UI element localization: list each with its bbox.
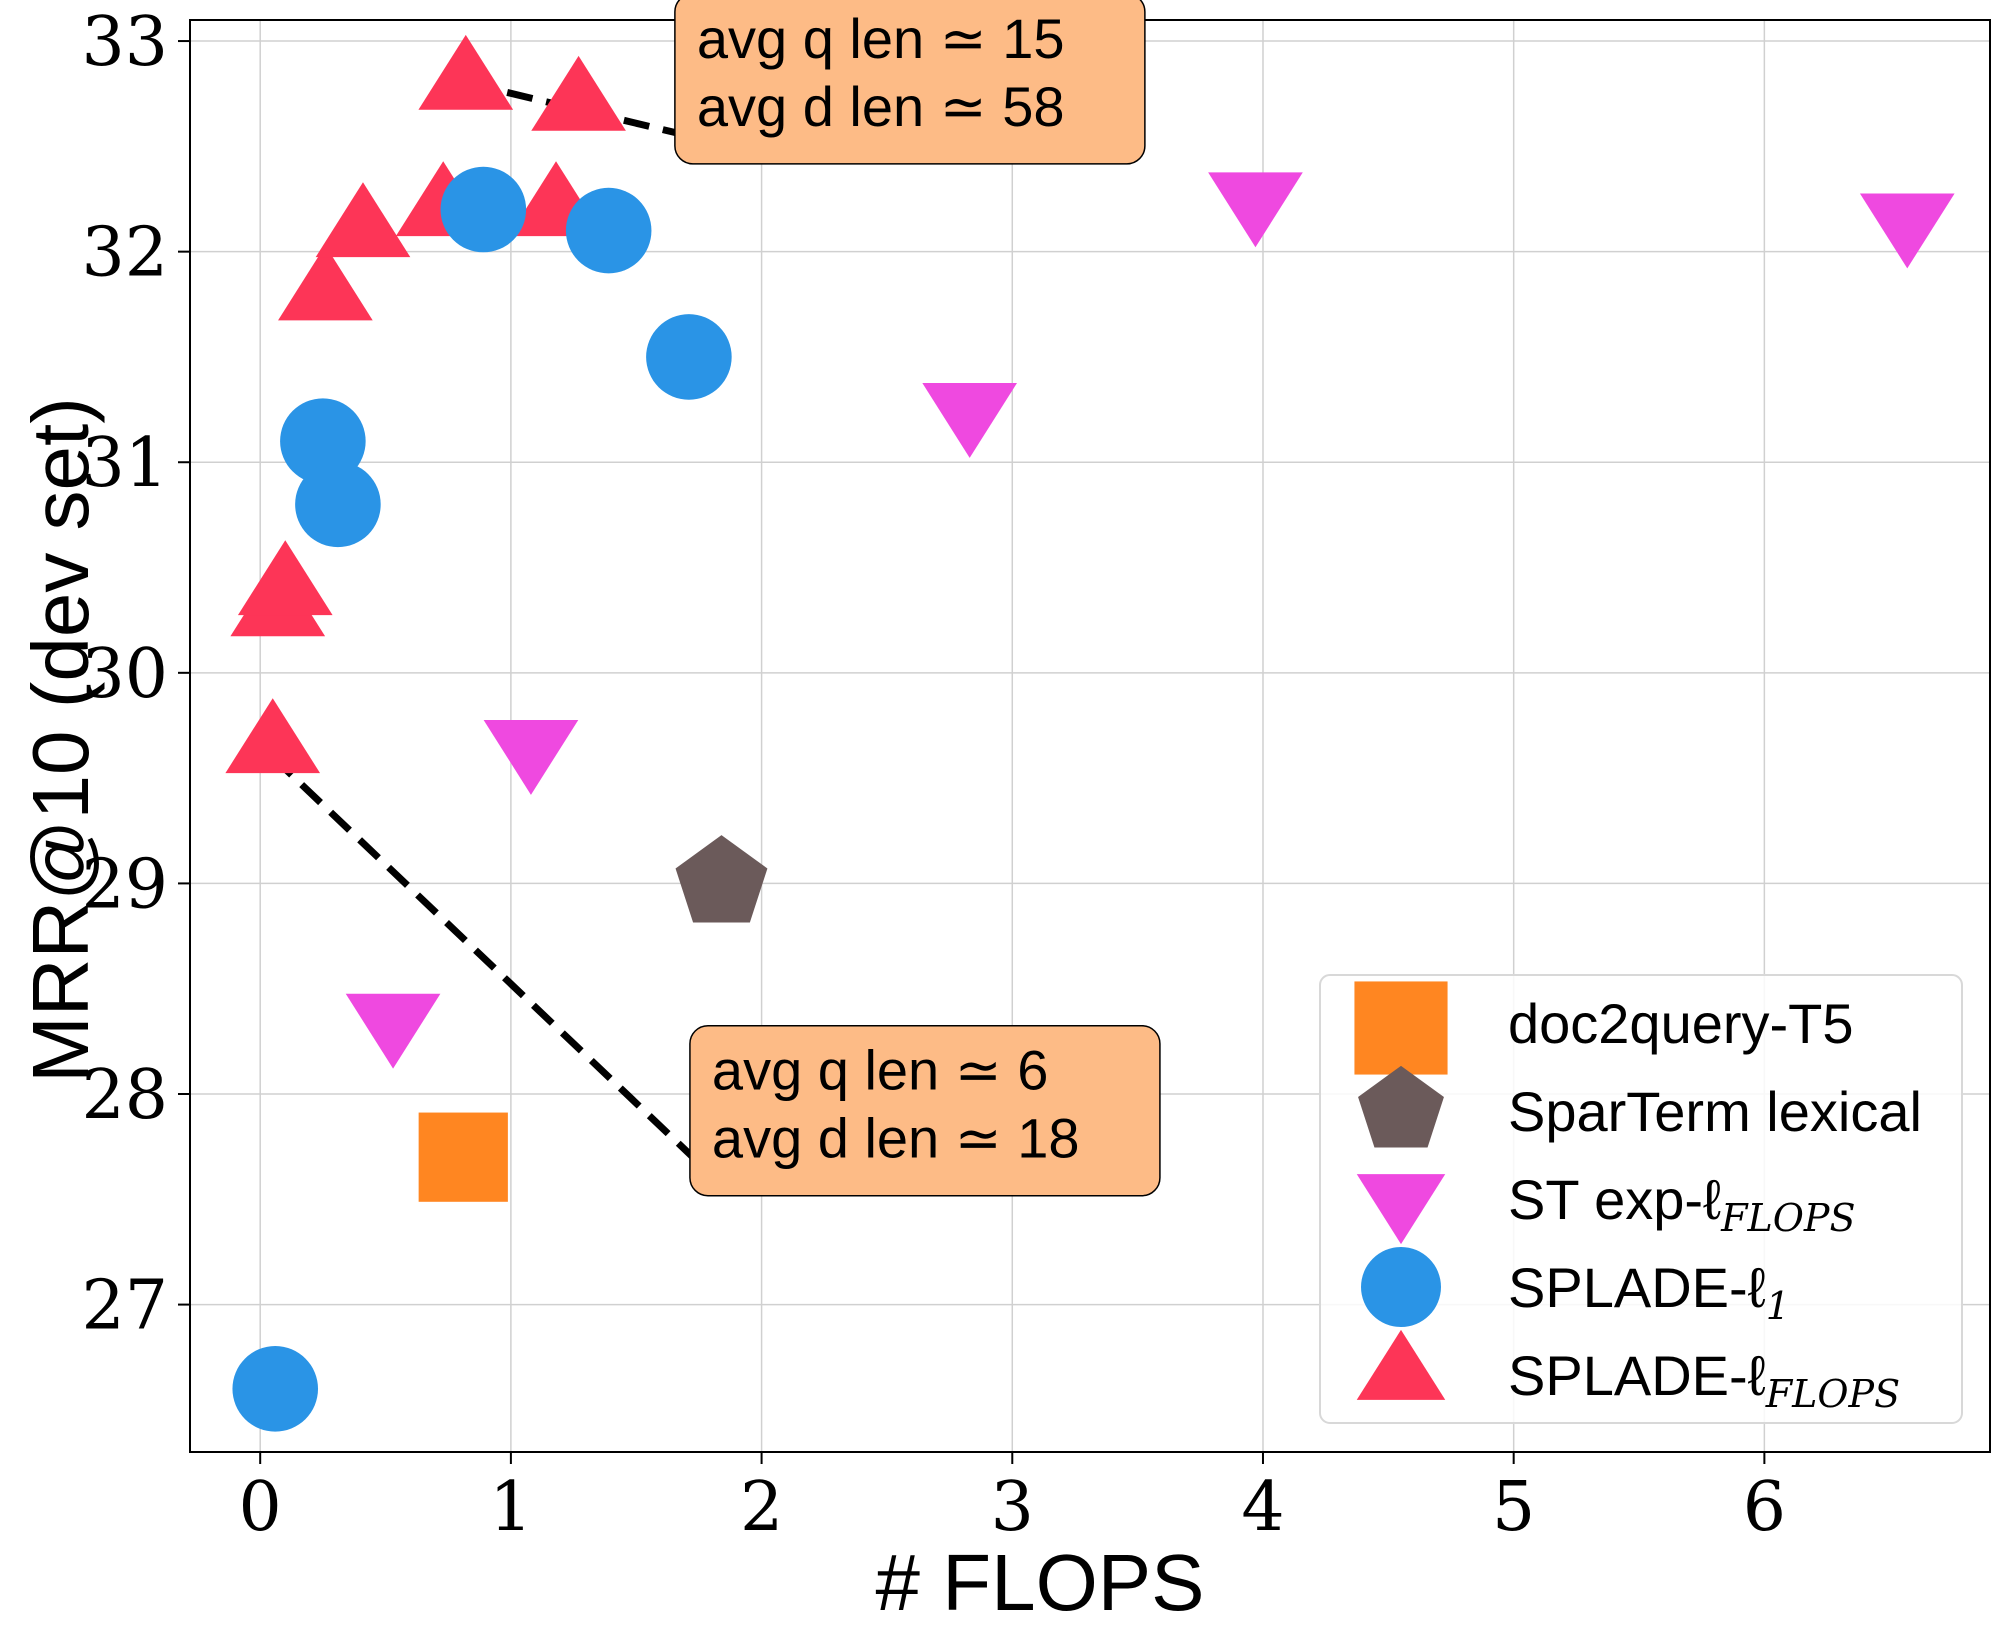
legend-label: SPLADE-ℓ1 xyxy=(1508,1256,1790,1328)
annotation-text-line: avg d len ≃ 58 xyxy=(697,75,1065,138)
x-tick-label: 6 xyxy=(1743,1468,1786,1547)
y-tick-label: 30 xyxy=(81,635,168,714)
series-triangle-up xyxy=(225,34,626,774)
data-points xyxy=(225,34,1955,1432)
legend-triangle-down-icon xyxy=(1356,1174,1446,1245)
legend-label: SparTerm lexical xyxy=(1508,1080,1922,1143)
triangle-down-point xyxy=(922,383,1017,458)
y-tick-label: 33 xyxy=(81,3,168,82)
circle-point xyxy=(295,461,381,548)
legend-label: SPLADE-ℓFLOPS xyxy=(1508,1344,1900,1416)
y-axis-ticks: 27 28 29 30 31 32 33 xyxy=(81,3,190,1346)
triangle-up-point xyxy=(237,540,333,616)
annotation-box-bg xyxy=(674,0,1146,165)
y-tick-label: 32 xyxy=(81,214,168,293)
series-square xyxy=(418,1112,508,1202)
circle-point xyxy=(440,166,527,253)
legend-triangle-up-icon xyxy=(1356,1329,1446,1400)
triangle-down-point xyxy=(1859,193,1955,269)
y-tick-label: 31 xyxy=(81,424,168,503)
y-axis-label: MRR@10 (dev set) xyxy=(16,397,105,1083)
x-tick-label: 3 xyxy=(991,1468,1034,1547)
series-triangle-down xyxy=(345,172,1955,1069)
legend-label: doc2query-T5 xyxy=(1508,992,1854,1055)
x-axis-label: # FLOPS xyxy=(875,1538,1204,1627)
annotation-text-line: avg q len ≃ 6 xyxy=(712,1039,1048,1102)
triangle-down-point xyxy=(345,993,441,1069)
circle-point xyxy=(565,187,652,274)
legend-entry: SPLADE-ℓ1 xyxy=(1361,1247,1790,1328)
y-tick-label: 27 xyxy=(81,1267,168,1346)
legend-square-icon xyxy=(1354,981,1448,1075)
x-axis-ticks: 0 1 2 3 4 5 6 xyxy=(239,1452,1786,1547)
triangle-up-point xyxy=(418,34,514,110)
x-tick-label: 0 xyxy=(239,1468,282,1547)
legend: doc2query-T5 SparTerm lexical ST exp-ℓFLOP… xyxy=(1319,974,1963,1424)
legend-pentagon-icon xyxy=(1358,1065,1444,1148)
annotation-text-line: avg d len ≃ 18 xyxy=(712,1107,1080,1170)
triangle-down-point xyxy=(483,719,579,795)
legend-entry: doc2query-T5 xyxy=(1354,981,1854,1075)
triangle-up-point xyxy=(315,182,411,258)
triangle-up-point xyxy=(278,245,373,321)
legend-entry: SparTerm lexical xyxy=(1358,1065,1922,1148)
series-circle xyxy=(232,166,732,1432)
x-tick-label: 2 xyxy=(740,1468,783,1547)
triangle-down-point xyxy=(1208,172,1303,248)
legend-label: ST exp-ℓFLOPS xyxy=(1508,1168,1856,1240)
circle-point xyxy=(646,314,732,400)
pentagon-point xyxy=(675,835,768,923)
square-point xyxy=(418,1112,508,1202)
y-tick-label: 29 xyxy=(81,845,168,924)
triangle-up-point xyxy=(225,698,321,774)
y-tick-label: 28 xyxy=(81,1056,168,1135)
x-tick-label: 5 xyxy=(1492,1468,1535,1547)
triangle-up-point xyxy=(531,55,626,131)
x-tick-label: 1 xyxy=(489,1468,532,1547)
annotation-box-bg xyxy=(689,1024,1161,1197)
legend-box xyxy=(1319,974,1963,1424)
annotation-connector xyxy=(270,754,707,1171)
series-pentagon xyxy=(675,835,768,923)
annotation-text-line: avg q len ≃ 15 xyxy=(697,7,1065,70)
circle-point xyxy=(232,1346,319,1432)
legend-circle-icon xyxy=(1361,1247,1441,1327)
legend-entry: ST exp-ℓFLOPS xyxy=(1356,1168,1856,1245)
legend-entry: SPLADE-ℓFLOPS xyxy=(1356,1329,1900,1416)
x-tick-label: 4 xyxy=(1241,1468,1284,1547)
